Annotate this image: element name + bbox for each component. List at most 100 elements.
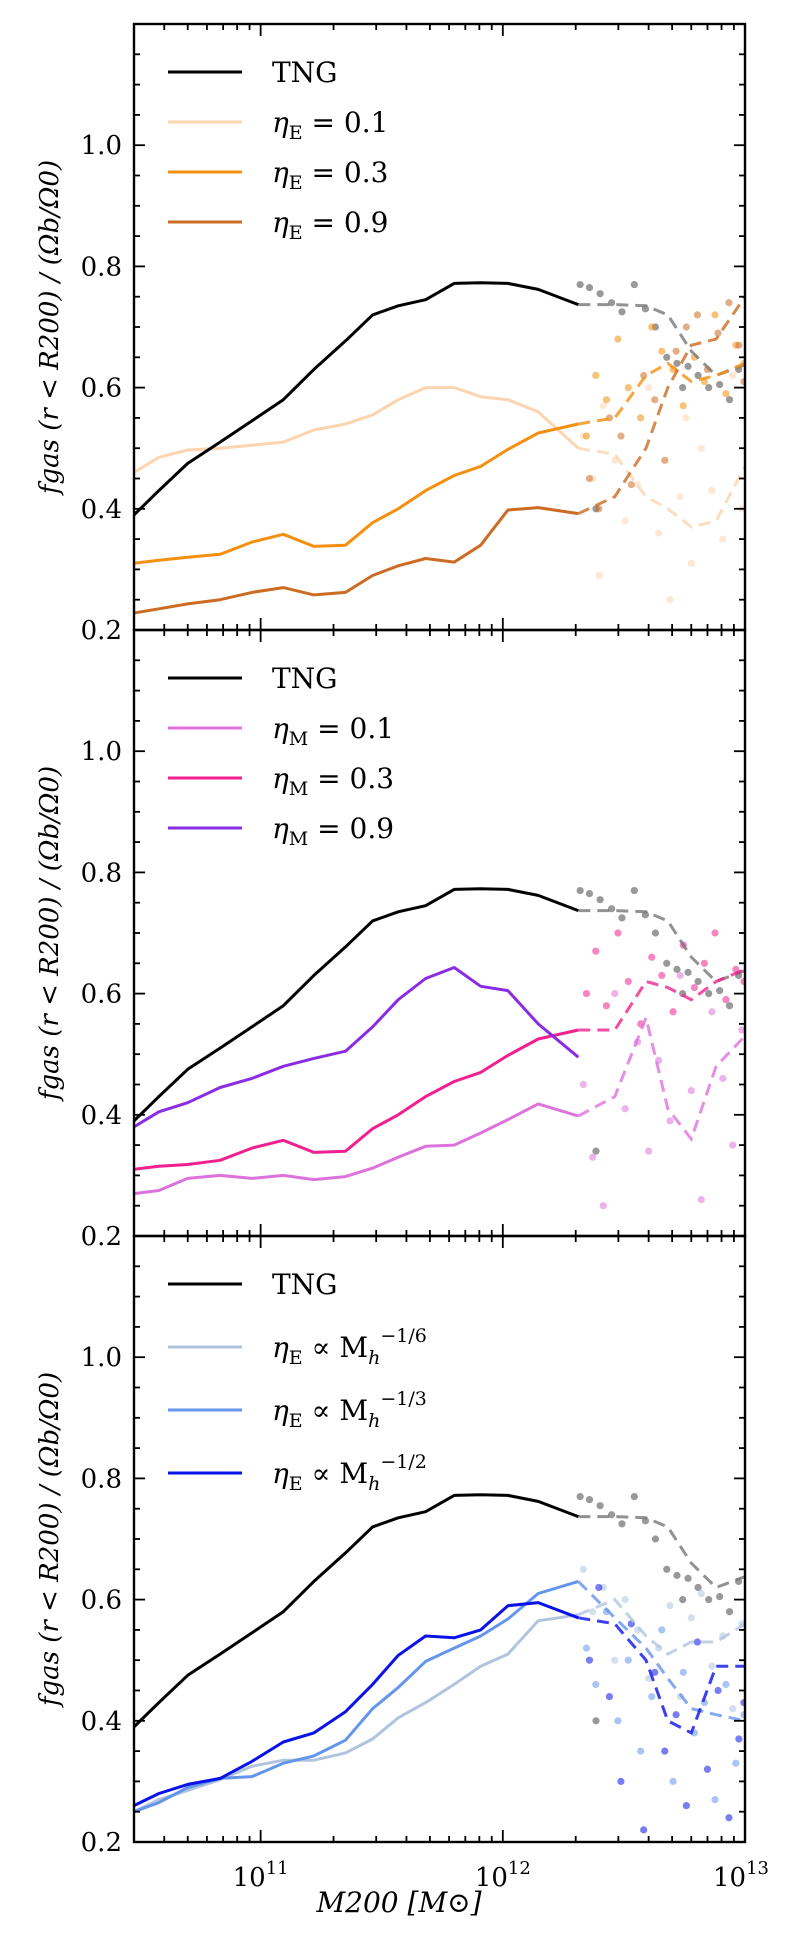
scatter-point [585, 1496, 594, 1504]
legend-label: ηM = 0.1 [272, 712, 394, 750]
scatter-point [595, 571, 603, 580]
scatter-point [676, 493, 684, 501]
scatter-point [627, 480, 635, 489]
y-tick-label: 0.8 [81, 1464, 122, 1494]
scatter-point [592, 371, 600, 380]
legend-label: ηE = 0.3 [272, 156, 388, 194]
scatter-point [679, 384, 687, 392]
series-line [134, 887, 579, 1122]
scatter-point [663, 1565, 671, 1573]
scatter-point [669, 1008, 677, 1016]
series-line [134, 386, 580, 474]
scatter-point [640, 1826, 648, 1834]
scatter-point [599, 1202, 607, 1210]
scatter-point [682, 323, 690, 331]
scatter-point [661, 456, 669, 464]
scatter-point [673, 359, 681, 367]
y-tick-label: 0.6 [81, 1586, 122, 1616]
scatter-point [579, 1565, 587, 1573]
scatter-point [666, 1117, 674, 1125]
series-dashed-line [577, 295, 745, 515]
legend-label: ηE ∝ Mh−1/3 [272, 1388, 427, 1432]
scatter-point [582, 1644, 591, 1652]
series-line [134, 966, 580, 1129]
scatter-point [735, 341, 743, 349]
scatter-point [611, 1656, 619, 1664]
scatter-point [624, 977, 632, 986]
scatter-point [579, 1080, 587, 1089]
scatter-point [693, 1638, 702, 1646]
scatter-point [630, 886, 638, 895]
scatter-point [729, 1705, 737, 1713]
scatter-point [648, 953, 656, 961]
scatter-point [666, 1602, 674, 1610]
legend-label: ηE ∝ Mh−1/6 [272, 1325, 427, 1369]
panel-mass-dependent-energy-loading: 0.2 0.4 0.6 0.8 1.0 1011 1012 1013 TNG ηE ∝ Mh−1/… [81, 1234, 769, 1893]
scatter-point [682, 1802, 690, 1810]
scatter-point [589, 1153, 597, 1161]
panel-energy-loading: 0.2 0.4 0.6 0.8 1.0 TNG ηE = 0.1 ηE = 0.3 ηE = 0… [81, 22, 747, 646]
scatter-point [648, 1692, 656, 1701]
scatter-point [637, 1747, 645, 1755]
legend-label: TNG [272, 662, 338, 695]
scatter-point [694, 977, 702, 986]
series-dashed-line [577, 1580, 745, 1723]
scatter-point [582, 990, 591, 998]
scatter-point [725, 1608, 734, 1616]
legend-label: ηM = 0.9 [272, 812, 394, 850]
scatter-point [658, 971, 666, 980]
scatter-point [697, 1196, 705, 1204]
series-dashed-line [577, 1597, 745, 1656]
scatter-point [690, 983, 698, 992]
scatter-point [722, 996, 730, 1004]
scatter-point [585, 1656, 594, 1664]
legend: TNG ηE ∝ Mh−1/6 ηE ∝ Mh−1/3 ηE ∝ Mh−1/2 [168, 1268, 427, 1495]
scatter-point [725, 396, 734, 404]
scatter-point [589, 1608, 597, 1616]
scatter-point [648, 323, 656, 331]
y-tick-label: 0.4 [81, 495, 122, 525]
scatter-point [714, 1686, 722, 1695]
scatter-point [602, 1002, 611, 1010]
legend: TNG ηM = 0.1 ηM = 0.3 ηM = 0.9 [168, 662, 394, 850]
scatter-point [673, 965, 681, 973]
scatter-point [687, 559, 695, 567]
plot-area [134, 1492, 745, 1834]
scatter-point [651, 1668, 659, 1676]
scatter-point [729, 1141, 737, 1149]
scatter-point [714, 329, 722, 337]
y-tick-label: 0.4 [81, 1101, 122, 1131]
series-line [134, 1028, 579, 1171]
scatter-point [618, 1520, 626, 1528]
scatter-point [655, 529, 663, 537]
plot-area [134, 886, 745, 1210]
scatter-point [719, 535, 727, 543]
scatter-point [645, 384, 653, 392]
scatter-point [576, 886, 584, 895]
scatter-point [725, 1002, 734, 1010]
scatter-point [607, 299, 616, 307]
scatter-point [663, 353, 671, 361]
scatter-point [617, 432, 625, 440]
scatter-point [596, 290, 604, 298]
series-line [134, 1102, 579, 1196]
y-tick-label: 0.6 [81, 980, 122, 1010]
y-tick-label: 0.4 [81, 1707, 122, 1737]
scatter-point [595, 505, 603, 513]
scatter-point [703, 1765, 712, 1773]
scatter-point [694, 1583, 702, 1592]
y-tick-label: 0.2 [81, 616, 122, 646]
scatter-point [618, 308, 626, 316]
scatter-point [624, 384, 632, 392]
scatter-point [700, 959, 709, 967]
scatter-point [729, 371, 737, 380]
scatter-point [585, 474, 594, 483]
scatter-point [716, 380, 724, 389]
scatter-point [595, 1583, 603, 1592]
y-tick-label: 0.6 [81, 374, 122, 404]
series-dashed-line [577, 1012, 745, 1143]
series-dashed-line [578, 446, 745, 529]
scatter-point [617, 1777, 625, 1785]
scatter-point [679, 1668, 687, 1676]
legend-label: TNG [272, 56, 338, 89]
